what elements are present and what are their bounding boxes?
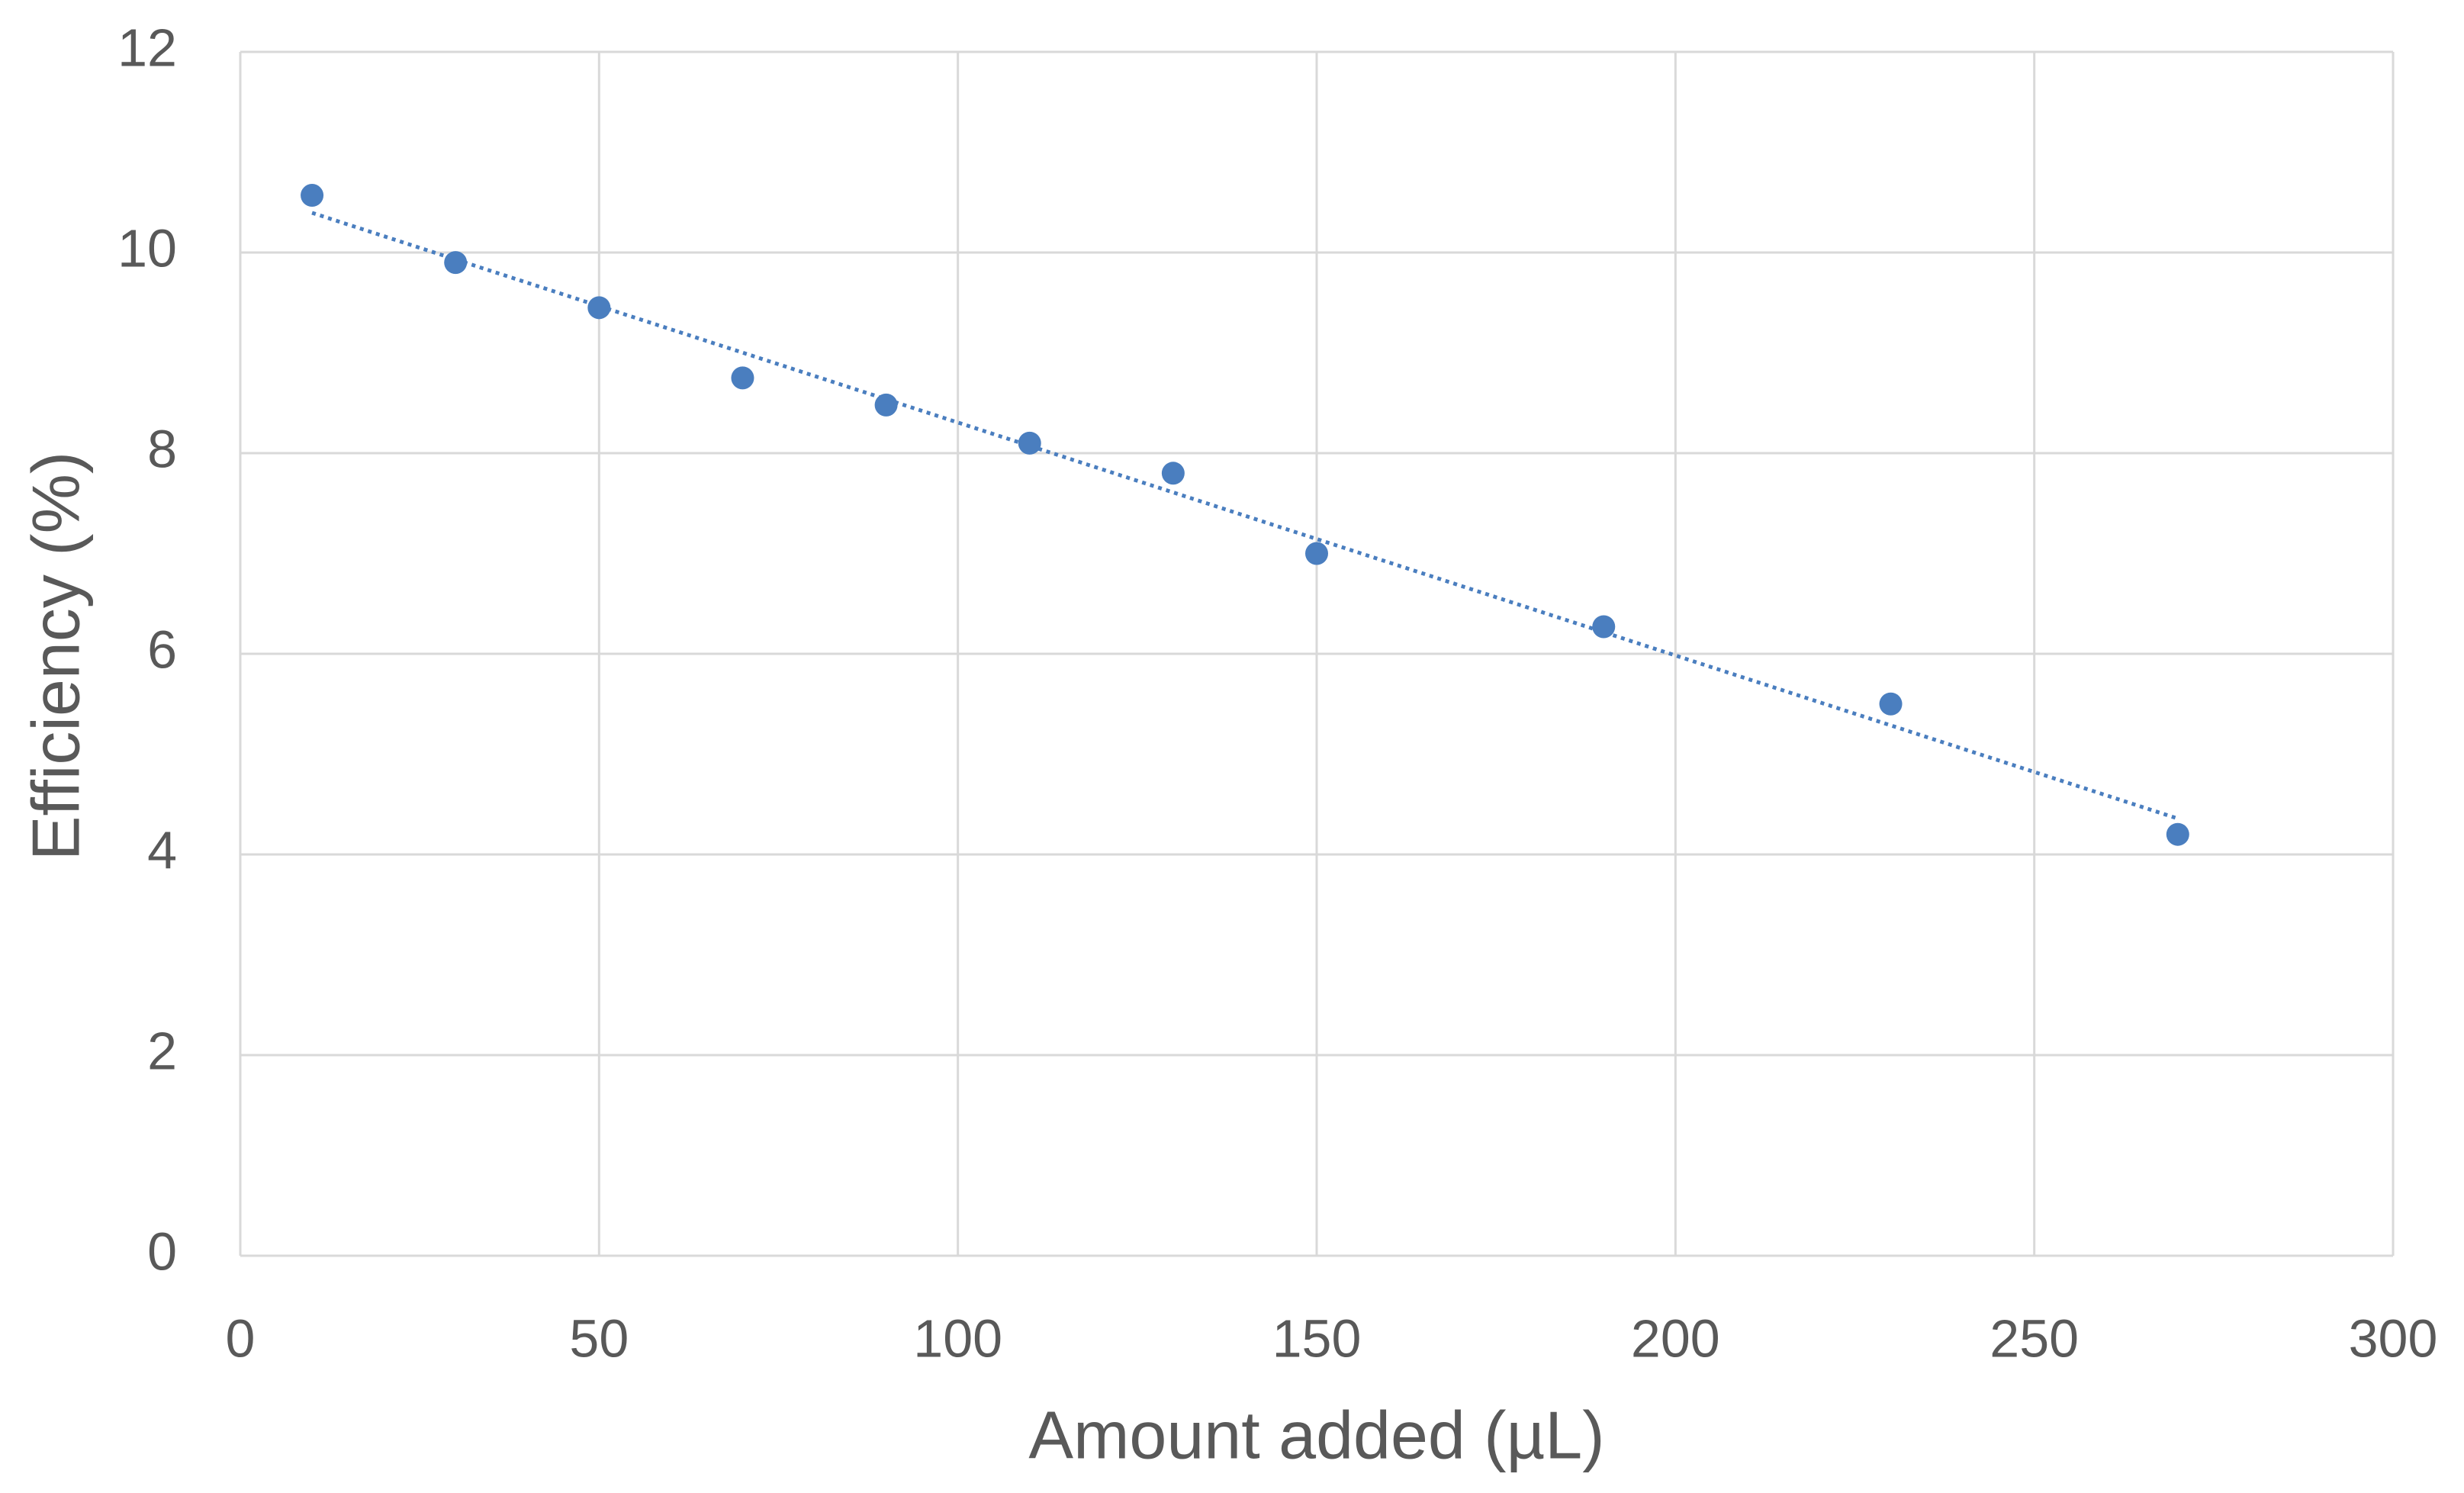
- point: [2166, 822, 2189, 846]
- x-tick-label: 250: [1990, 1308, 2079, 1368]
- x-tick-label: 0: [226, 1308, 256, 1368]
- y-tick-label: 6: [147, 619, 177, 679]
- x-tick-label: 200: [1631, 1308, 1720, 1368]
- y-tick-label: 10: [117, 218, 177, 278]
- point: [444, 251, 468, 275]
- x-tick-label: 300: [2349, 1308, 2438, 1368]
- point: [874, 393, 898, 417]
- point: [1161, 462, 1185, 485]
- x-tick-label: 50: [569, 1308, 629, 1368]
- x-tick-label: 100: [913, 1308, 1002, 1368]
- y-tick-label: 4: [147, 820, 177, 880]
- y-tick-label: 2: [147, 1021, 177, 1080]
- point: [1879, 692, 1903, 716]
- point: [1305, 542, 1328, 565]
- y-tick-label: 0: [147, 1221, 177, 1281]
- point: [301, 184, 324, 208]
- point: [1592, 615, 1616, 639]
- y-tick-label: 12: [117, 18, 177, 77]
- y-axis-title: Efficiency (%): [18, 452, 93, 861]
- point: [587, 296, 611, 320]
- x-axis-title: Amount added (µL): [1028, 1397, 1604, 1472]
- point: [1018, 431, 1041, 455]
- point: [731, 366, 754, 390]
- x-tick-label: 150: [1272, 1308, 1362, 1368]
- y-tick-label: 8: [147, 419, 177, 478]
